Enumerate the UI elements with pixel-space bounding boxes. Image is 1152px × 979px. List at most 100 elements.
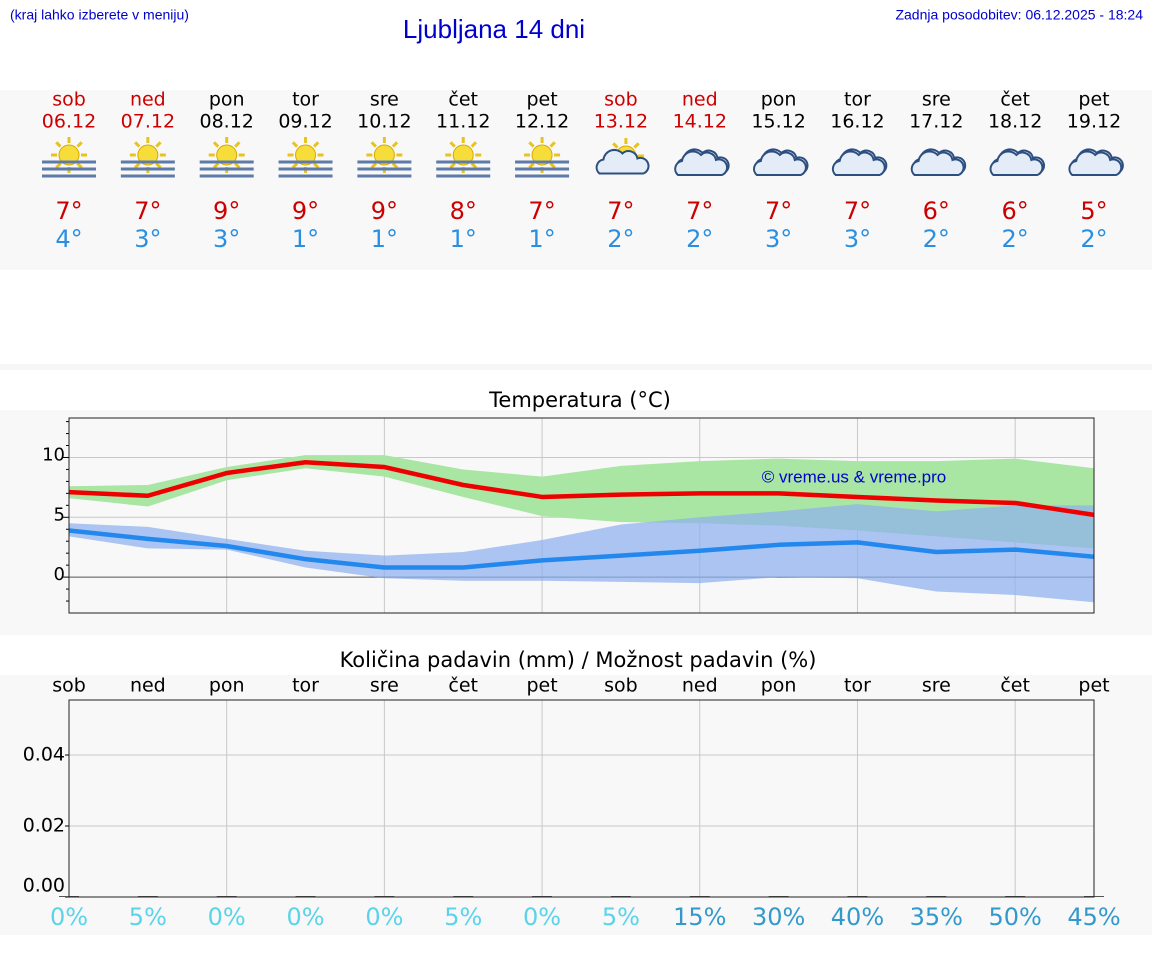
- sun-ray: [549, 141, 556, 148]
- sun-ray: [470, 162, 478, 169]
- weather-icon: [515, 137, 570, 178]
- max-temp: 6°: [1002, 197, 1029, 225]
- x-tick-label: čet: [1000, 675, 1030, 697]
- y-tick-label: 0: [54, 564, 65, 585]
- min-temp: 2°: [1002, 225, 1029, 253]
- sun-ray: [55, 141, 62, 148]
- min-temp: 3°: [844, 225, 871, 253]
- max-temp: 7°: [765, 197, 792, 225]
- weather-icon: [120, 137, 175, 178]
- probability-label: 0%: [50, 903, 88, 931]
- sun-ray: [155, 141, 162, 148]
- sun-ray: [370, 162, 377, 169]
- date: 11.12: [436, 111, 490, 133]
- weekday: pet: [1078, 89, 1109, 111]
- y-tick-label: 0.00: [23, 875, 65, 897]
- weather-icon: [753, 148, 809, 176]
- weather-icon: [278, 137, 333, 178]
- date: 15.12: [751, 111, 805, 133]
- sun-ray: [234, 162, 241, 169]
- sun-ray: [391, 162, 399, 169]
- sun-ray: [55, 162, 62, 169]
- sun-ray: [449, 141, 456, 148]
- probability-label: 35%: [910, 903, 963, 931]
- x-tick-label: tor: [292, 675, 319, 697]
- weekday: ned: [682, 89, 718, 111]
- sun-ray: [212, 162, 220, 169]
- x-tick-label: sre: [922, 675, 951, 697]
- weather-icon: [910, 148, 967, 176]
- sun-ray: [134, 162, 141, 169]
- min-temp: 2°: [686, 225, 713, 253]
- x-tick-label: pon: [209, 675, 245, 697]
- watermark: © vreme.us & vreme.pro: [762, 467, 946, 486]
- probability-label: 0%: [286, 903, 324, 931]
- max-temp: 9°: [292, 197, 319, 225]
- min-temp: 2°: [607, 225, 634, 253]
- weekday: čet: [1000, 89, 1030, 111]
- weekday: tor: [844, 89, 871, 111]
- max-temp: 7°: [607, 197, 634, 225]
- sun-ray: [234, 141, 241, 148]
- date: 09.12: [278, 111, 332, 133]
- cloud: [674, 150, 729, 176]
- min-temp: 1°: [292, 225, 319, 253]
- max-temp: 7°: [844, 197, 871, 225]
- weather-icon: [831, 148, 888, 176]
- page-title: Ljubljana 14 dni: [403, 14, 585, 44]
- weekday: tor: [292, 89, 319, 111]
- probability-label: 0%: [365, 903, 403, 931]
- max-temp: 9°: [371, 197, 398, 225]
- sun: [295, 144, 317, 166]
- weather-icon: [42, 137, 96, 178]
- x-tick-label: tor: [844, 675, 871, 697]
- sun-ray: [155, 162, 162, 169]
- probability-label: 40%: [831, 903, 884, 931]
- date: 19.12: [1067, 111, 1121, 133]
- y-tick-label: 0.02: [23, 815, 65, 837]
- sun: [58, 144, 80, 166]
- min-temp: 1°: [371, 225, 398, 253]
- sun-ray: [312, 141, 320, 148]
- hint: (kraj lahko izberete v meniju): [10, 7, 189, 23]
- updated: Zadnja posodobitev: 06.12.2025 - 18:24: [895, 7, 1143, 23]
- date: 12.12: [515, 111, 569, 133]
- x-tick-label: ned: [682, 675, 718, 697]
- min-temp: 2°: [923, 225, 950, 253]
- min-temp: 1°: [528, 225, 555, 253]
- max-temp: 7°: [55, 197, 82, 225]
- weekday: sob: [52, 89, 86, 111]
- sun: [137, 144, 159, 166]
- y-tick-label: 10: [42, 444, 65, 465]
- sun: [452, 144, 474, 166]
- sun-ray: [76, 141, 83, 148]
- date: 07.12: [121, 111, 175, 133]
- sun-ray: [633, 142, 640, 149]
- plot-frame: [68, 699, 1095, 898]
- probability-label: 50%: [988, 903, 1041, 931]
- x-tick-label: pet: [526, 675, 557, 697]
- max-temp: 9°: [213, 197, 240, 225]
- probability-label: 30%: [752, 903, 805, 931]
- max-temp: 5°: [1080, 197, 1107, 225]
- weather-icon: [436, 137, 491, 178]
- temp-line: [68, 528, 1095, 570]
- sun-ray: [291, 141, 299, 148]
- min-temp: 2°: [1080, 225, 1107, 253]
- min-temp: 1°: [450, 225, 477, 253]
- probability-label: 0%: [523, 903, 561, 931]
- x-tick-label: sre: [370, 675, 399, 697]
- probability-label: 15%: [673, 903, 726, 931]
- probability-label: 0%: [208, 903, 246, 931]
- min-temp: 3°: [765, 225, 792, 253]
- weekday: sob: [604, 89, 638, 111]
- sun-ray: [549, 162, 556, 169]
- sun-ray: [449, 162, 456, 169]
- probability-label: 45%: [1067, 903, 1120, 931]
- cloud: [1068, 150, 1123, 176]
- sun: [531, 144, 553, 166]
- x-tick-label: sob: [52, 675, 86, 697]
- date: 18.12: [988, 111, 1042, 133]
